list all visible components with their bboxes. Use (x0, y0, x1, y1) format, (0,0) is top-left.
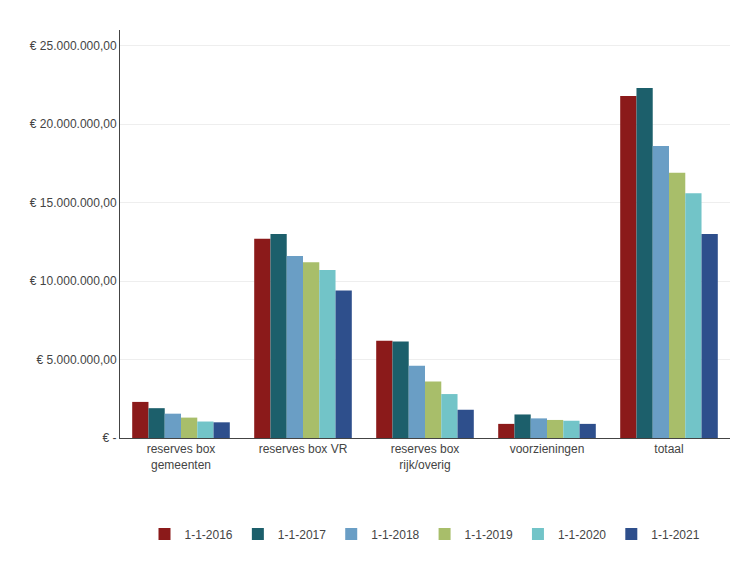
svg-text:1-1-2019: 1-1-2019 (465, 528, 513, 542)
svg-text:reserves box VR: reserves box VR (259, 442, 348, 456)
svg-text:reserves boxrijk/overig: reserves boxrijk/overig (391, 442, 460, 472)
svg-text:1-1-2021: 1-1-2021 (651, 528, 699, 542)
svg-text:€ 20.000.000,00: € 20.000.000,00 (30, 117, 117, 131)
svg-text:reserves boxgemeenten: reserves boxgemeenten (147, 442, 216, 472)
svg-text:1-1-2017: 1-1-2017 (278, 528, 326, 542)
svg-text:1-1-2018: 1-1-2018 (371, 528, 419, 542)
svg-text:€ 10.000.000,00: € 10.000.000,00 (30, 274, 117, 288)
svg-text:€ 25.000.000,00: € 25.000.000,00 (30, 39, 117, 53)
svg-text:totaal: totaal (654, 442, 683, 456)
svg-text:1-1-2016: 1-1-2016 (185, 528, 233, 542)
svg-text:€ 5.000.000,00: € 5.000.000,00 (37, 353, 117, 367)
svg-text:€ 15.000.000,00: € 15.000.000,00 (30, 196, 117, 210)
svg-text:1-1-2020: 1-1-2020 (558, 528, 606, 542)
svg-text:voorzieningen: voorzieningen (510, 442, 585, 456)
svg-text:€ -: € - (103, 431, 117, 445)
